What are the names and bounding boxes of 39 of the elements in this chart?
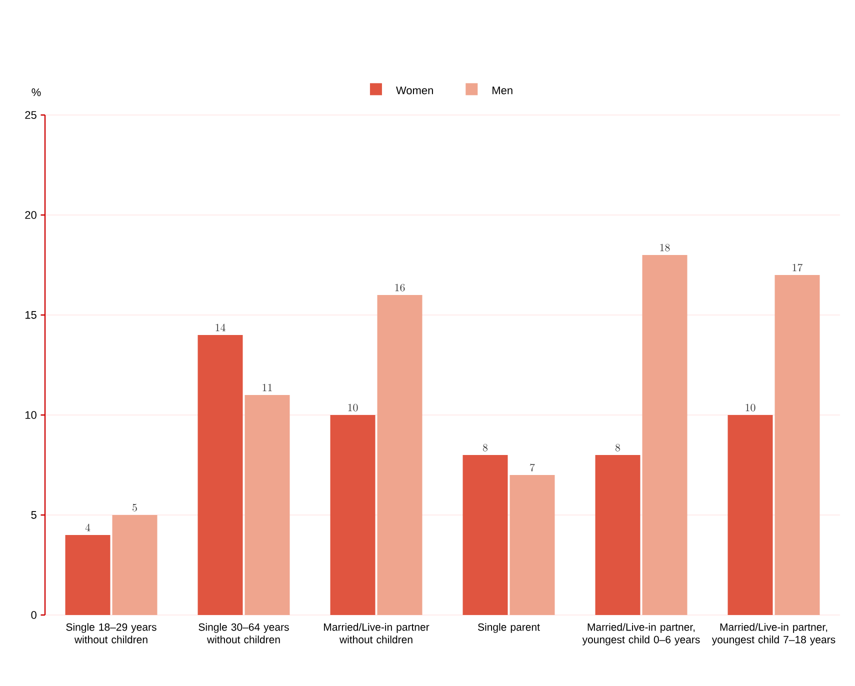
- data-label: 5: [132, 504, 137, 512]
- x-tick-label: Single 30–64 years without children: [198, 623, 289, 644]
- data-label: 17: [792, 264, 803, 272]
- y-tick-label: 5: [31, 511, 36, 519]
- data-label: 10: [746, 404, 756, 412]
- bar: [462, 454, 508, 615]
- bar: [198, 334, 243, 615]
- x-tick-label: Single parent: [478, 623, 540, 633]
- bar: [377, 294, 422, 615]
- x-tick-label: Married/Live-in partner, youngest child 0–6 years: [582, 623, 700, 646]
- y-tick-label: 15: [26, 311, 36, 319]
- x-tick-label: Married/Live-in partner, youngest child 7–18 years: [712, 623, 836, 646]
- bar: [112, 514, 158, 615]
- data-label: 18: [660, 244, 670, 252]
- y-tick-label: 20: [25, 211, 36, 219]
- data-label: 7: [530, 464, 535, 472]
- x-tick-label: Married/Live-in partner without children: [324, 623, 430, 644]
- bar: [595, 454, 640, 615]
- bar: [65, 534, 110, 615]
- x-tick-label: Single 18–29 years without children: [66, 623, 156, 644]
- y-tick-label: 10: [26, 411, 36, 419]
- bar: [728, 414, 773, 615]
- data-label: 14: [216, 324, 226, 332]
- legend-label: Women: [396, 86, 433, 94]
- data-label: 16: [395, 284, 405, 292]
- y-tick-label: 0: [31, 611, 36, 619]
- legend-label: Men: [492, 86, 512, 94]
- bar: [642, 254, 688, 615]
- data-label: 4: [85, 524, 90, 532]
- y-tick-label: 25: [25, 111, 36, 119]
- data-label: 8: [615, 444, 620, 452]
- y-axis-title: %: [32, 88, 41, 96]
- data-label: 10: [348, 404, 358, 412]
- bar: [510, 474, 555, 615]
- data-label: 8: [482, 444, 488, 452]
- bar: [244, 394, 290, 615]
- bar: [774, 274, 820, 615]
- data-label: 11: [262, 384, 272, 392]
- bar: [330, 414, 376, 615]
